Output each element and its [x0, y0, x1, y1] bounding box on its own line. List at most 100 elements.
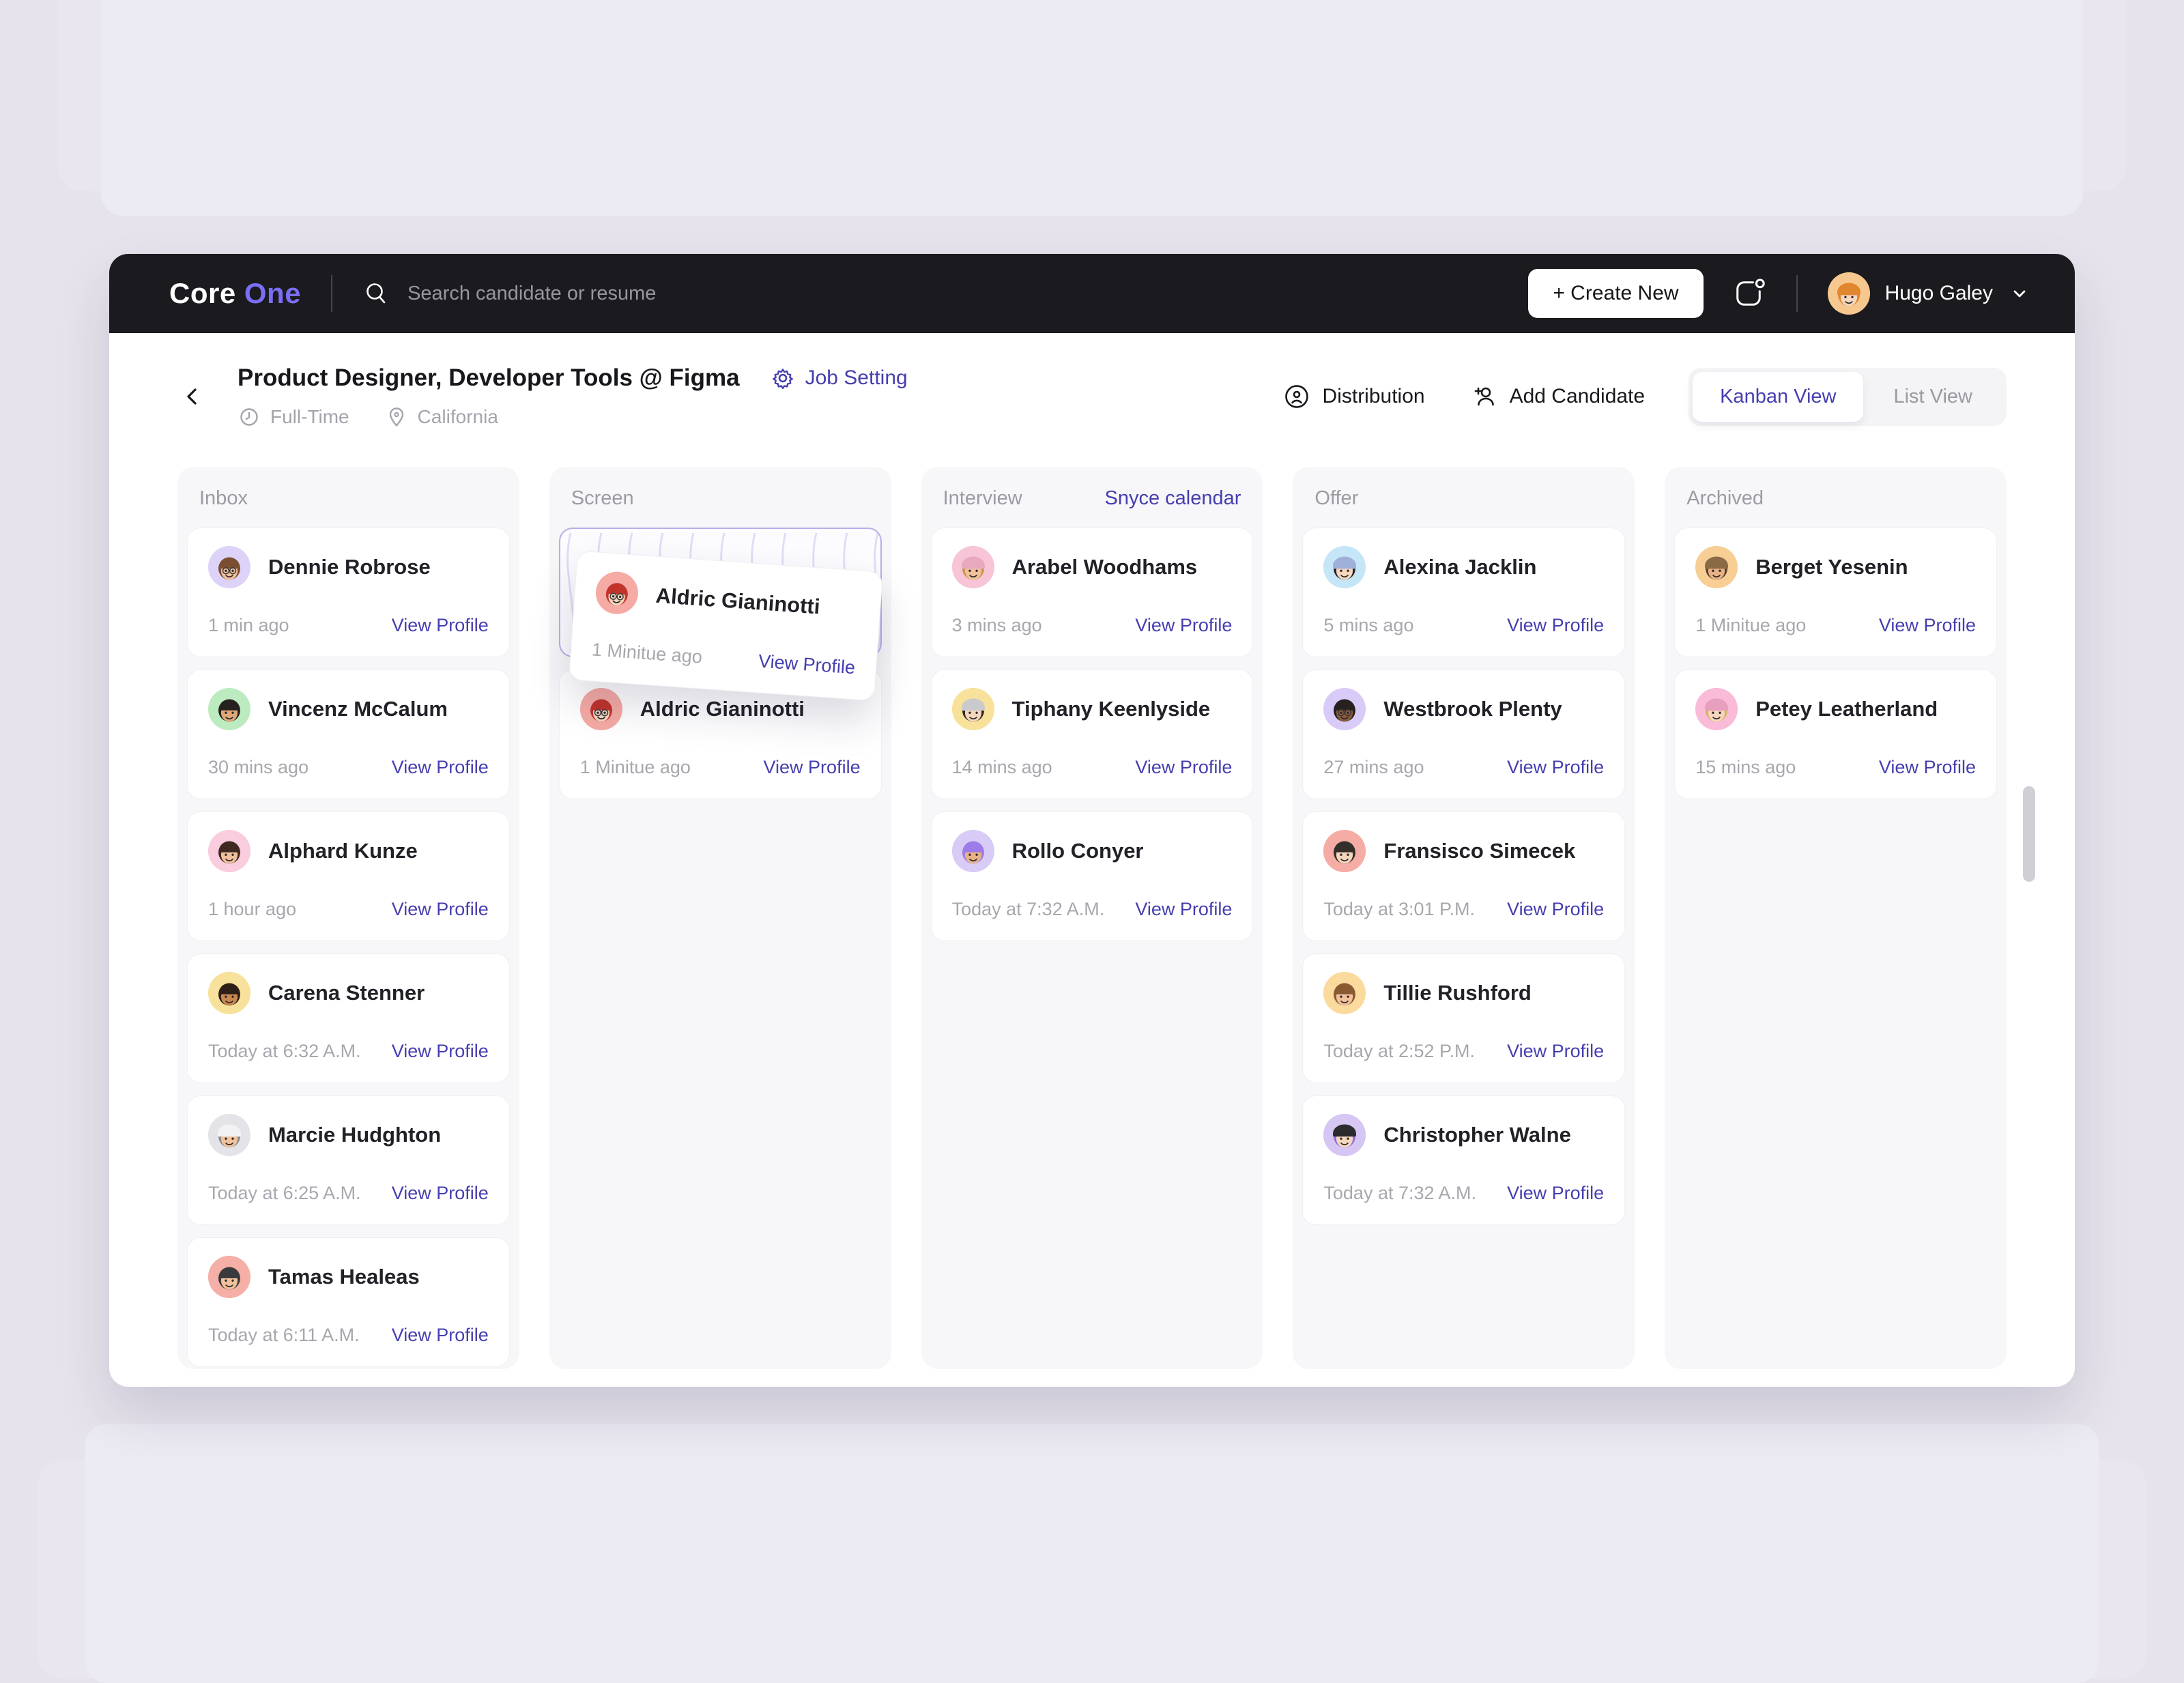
candidate-name: Tiphany Keenlyside: [1011, 697, 1211, 721]
distribution-button[interactable]: Distribution: [1282, 382, 1425, 412]
add-candidate-label: Add Candidate: [1509, 385, 1646, 407]
candidate-name: Tillie Rushford: [1383, 981, 1532, 1005]
view-profile-link[interactable]: View Profile: [391, 899, 489, 919]
view-profile-link[interactable]: View Profile: [1507, 1183, 1605, 1203]
view-profile-link[interactable]: View Profile: [391, 1041, 489, 1061]
candidate-card[interactable]: Alphard Kunze 1 hour ago View Profile: [187, 811, 510, 941]
notification-icon[interactable]: [1731, 276, 1766, 311]
view-profile-link[interactable]: View Profile: [1507, 615, 1605, 635]
candidate-time: 30 mins ago: [208, 757, 309, 777]
candidate-card[interactable]: Marcie Hudghton Today at 6:25 A.M. View …: [187, 1095, 510, 1225]
view-profile-link[interactable]: View Profile: [763, 757, 861, 777]
view-profile-link[interactable]: View Profile: [391, 757, 489, 777]
clock-icon: [238, 405, 261, 429]
column-cards: Berget Yesenin 1 Minitue ago View Profil…: [1674, 528, 1997, 799]
column-title: Archived: [1686, 487, 1764, 509]
board-column-inbox: Inbox Dennie Robrose 1 min ago View Prof…: [177, 467, 519, 1369]
app-window: Core One Search candidate or resume + Cr…: [109, 254, 2075, 1387]
topbar-right-cluster: + Create New Hugo Galey: [1528, 269, 2031, 318]
logo-text-core: Core: [169, 277, 236, 309]
candidate-card[interactable]: Berget Yesenin 1 Minitue ago View Profil…: [1674, 528, 1997, 657]
candidate-avatar: [951, 830, 994, 872]
view-toggle: Kanban View List View: [1689, 367, 2007, 426]
candidate-name: Fransisco Simecek: [1383, 839, 1576, 863]
view-profile-link[interactable]: View Profile: [757, 650, 856, 678]
candidate-time: Today at 6:32 A.M.: [208, 1041, 361, 1061]
candidate-card[interactable]: Fransisco Simecek Today at 3:01 P.M. Vie…: [1302, 811, 1626, 941]
view-profile-link[interactable]: View Profile: [391, 615, 489, 635]
candidate-time: Today at 6:25 A.M.: [208, 1183, 361, 1203]
candidate-card[interactable]: Arabel Woodhams 3 mins ago View Profile: [930, 528, 1254, 657]
candidate-avatar: [594, 570, 640, 616]
view-profile-link[interactable]: View Profile: [391, 1325, 489, 1345]
candidate-card[interactable]: Tamas Healeas Today at 6:11 A.M. View Pr…: [187, 1237, 510, 1367]
job-type-label: Full-Time: [270, 406, 349, 427]
gear-icon: [770, 365, 796, 391]
chevron-down-icon: [2008, 282, 2031, 305]
candidate-avatar: [208, 972, 250, 1014]
background-window-layer: [101, 0, 2083, 216]
job-setting-link[interactable]: Job Setting: [770, 365, 908, 391]
candidate-name: Alphard Kunze: [268, 839, 418, 863]
job-location-label: California: [417, 406, 498, 427]
candidate-avatar: [208, 1256, 250, 1298]
candidate-card[interactable]: Petey Leatherland 15 mins ago View Profi…: [1674, 670, 1997, 799]
candidate-name: Rollo Conyer: [1011, 839, 1144, 863]
candidate-name: Westbrook Plenty: [1383, 697, 1562, 721]
candidate-time: 1 hour ago: [208, 899, 297, 919]
candidate-avatar: [1323, 830, 1366, 872]
dragging-candidate-card[interactable]: Aldric Gianinotti 1 Minitue ago View Pro…: [568, 550, 883, 702]
back-button[interactable]: [177, 382, 207, 412]
user-avatar: [1827, 272, 1870, 315]
candidate-card[interactable]: Rollo Conyer Today at 7:32 A.M. View Pro…: [930, 811, 1254, 941]
column-header: Archived: [1674, 467, 1997, 528]
board-column-interview: Interview Snyce calendar Arabel Woodhams …: [921, 467, 1263, 1369]
candidate-card[interactable]: Carena Stenner Today at 6:32 A.M. View P…: [187, 953, 510, 1083]
view-profile-link[interactable]: View Profile: [1135, 615, 1233, 635]
candidate-card[interactable]: Christopher Walne Today at 7:32 A.M. Vie…: [1302, 1095, 1626, 1225]
list-view-tab[interactable]: List View: [1863, 372, 2002, 422]
sync-calendar-link[interactable]: Snyce calendar: [1104, 487, 1241, 509]
candidate-card[interactable]: Vincenz McCalum 30 mins ago View Profile: [187, 670, 510, 799]
user-menu[interactable]: Hugo Galey: [1827, 272, 2031, 315]
add-candidate-button[interactable]: Add Candidate: [1469, 382, 1646, 412]
search-placeholder: Search candidate or resume: [407, 282, 657, 304]
board-column-screen: Screen Aldric Gianinotti 1 Minitue ago V…: [549, 467, 891, 1369]
candidate-avatar: [208, 546, 250, 588]
view-profile-link[interactable]: View Profile: [1135, 757, 1233, 777]
column-header: Offer: [1302, 467, 1625, 528]
user-name: Hugo Galey: [1884, 282, 1993, 304]
kanban-view-tab[interactable]: Kanban View: [1693, 371, 1864, 422]
view-profile-link[interactable]: View Profile: [1135, 899, 1233, 919]
candidate-name: Aldric Gianinotti: [640, 697, 805, 721]
candidate-name: Tamas Healeas: [268, 1265, 420, 1289]
candidate-name: Arabel Woodhams: [1011, 555, 1198, 579]
candidate-card[interactable]: Tiphany Keenlyside 14 mins ago View Prof…: [930, 670, 1254, 799]
column-title: Offer: [1314, 487, 1359, 509]
create-new-button[interactable]: + Create New: [1528, 269, 1704, 318]
view-profile-link[interactable]: View Profile: [1507, 1041, 1605, 1061]
candidate-avatar: [1323, 972, 1366, 1014]
view-profile-link[interactable]: View Profile: [1878, 757, 1976, 777]
view-profile-link[interactable]: View Profile: [391, 1183, 489, 1203]
candidate-avatar: [1323, 688, 1366, 730]
search-input[interactable]: Search candidate or resume: [362, 280, 1528, 307]
job-title-block: Product Designer, Developer Tools @ Figm…: [238, 364, 908, 429]
job-header-controls: Distribution Add Candidate Kanban View L…: [1282, 367, 2007, 426]
candidate-card[interactable]: Tillie Rushford Today at 2:52 P.M. View …: [1302, 953, 1626, 1083]
candidate-card[interactable]: Westbrook Plenty 27 mins ago View Profil…: [1302, 670, 1626, 799]
column-header: Inbox: [187, 467, 510, 528]
candidate-avatar: [1695, 688, 1738, 730]
candidate-name: Vincenz McCalum: [268, 697, 448, 721]
candidate-avatar: [208, 688, 250, 730]
location-pin-icon: [385, 405, 408, 429]
view-profile-link[interactable]: View Profile: [1507, 757, 1605, 777]
candidate-card[interactable]: Dennie Robrose 1 min ago View Profile: [187, 528, 510, 657]
candidate-card[interactable]: Alexina Jacklin 5 mins ago View Profile: [1302, 528, 1626, 657]
board-column-offer: Offer Alexina Jacklin 5 mins ago View Pr…: [1293, 467, 1635, 1369]
job-type: Full-Time: [238, 405, 349, 429]
view-profile-link[interactable]: View Profile: [1878, 615, 1976, 635]
vertical-scrollbar[interactable]: [2023, 786, 2035, 882]
view-profile-link[interactable]: View Profile: [1507, 899, 1605, 919]
candidate-time: Today at 3:01 P.M.: [1323, 899, 1476, 919]
